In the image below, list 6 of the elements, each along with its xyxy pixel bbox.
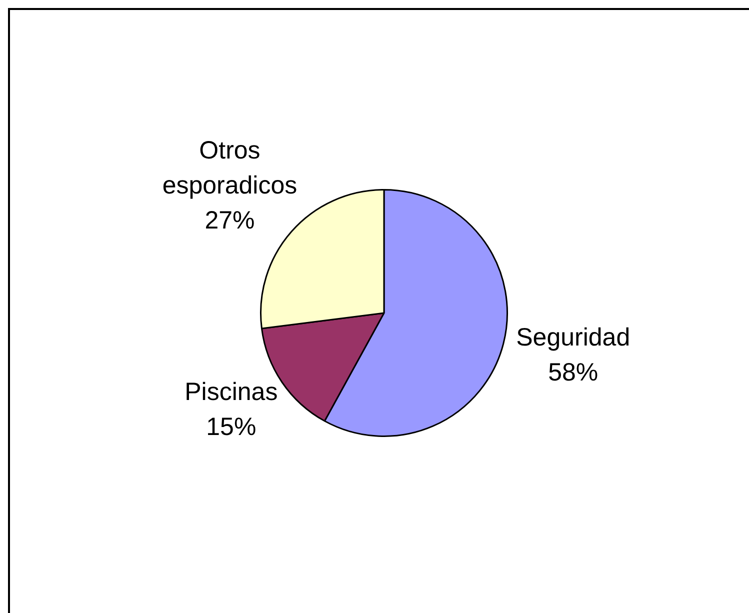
data-label: 58% — [548, 358, 598, 386]
slice-label: Piscinas — [184, 378, 278, 406]
slice-label: Otros esporadicos — [162, 136, 298, 200]
slice-label: Seguridad — [516, 323, 630, 352]
data-label: 27% — [204, 206, 255, 235]
data-label: 15% — [206, 412, 256, 441]
